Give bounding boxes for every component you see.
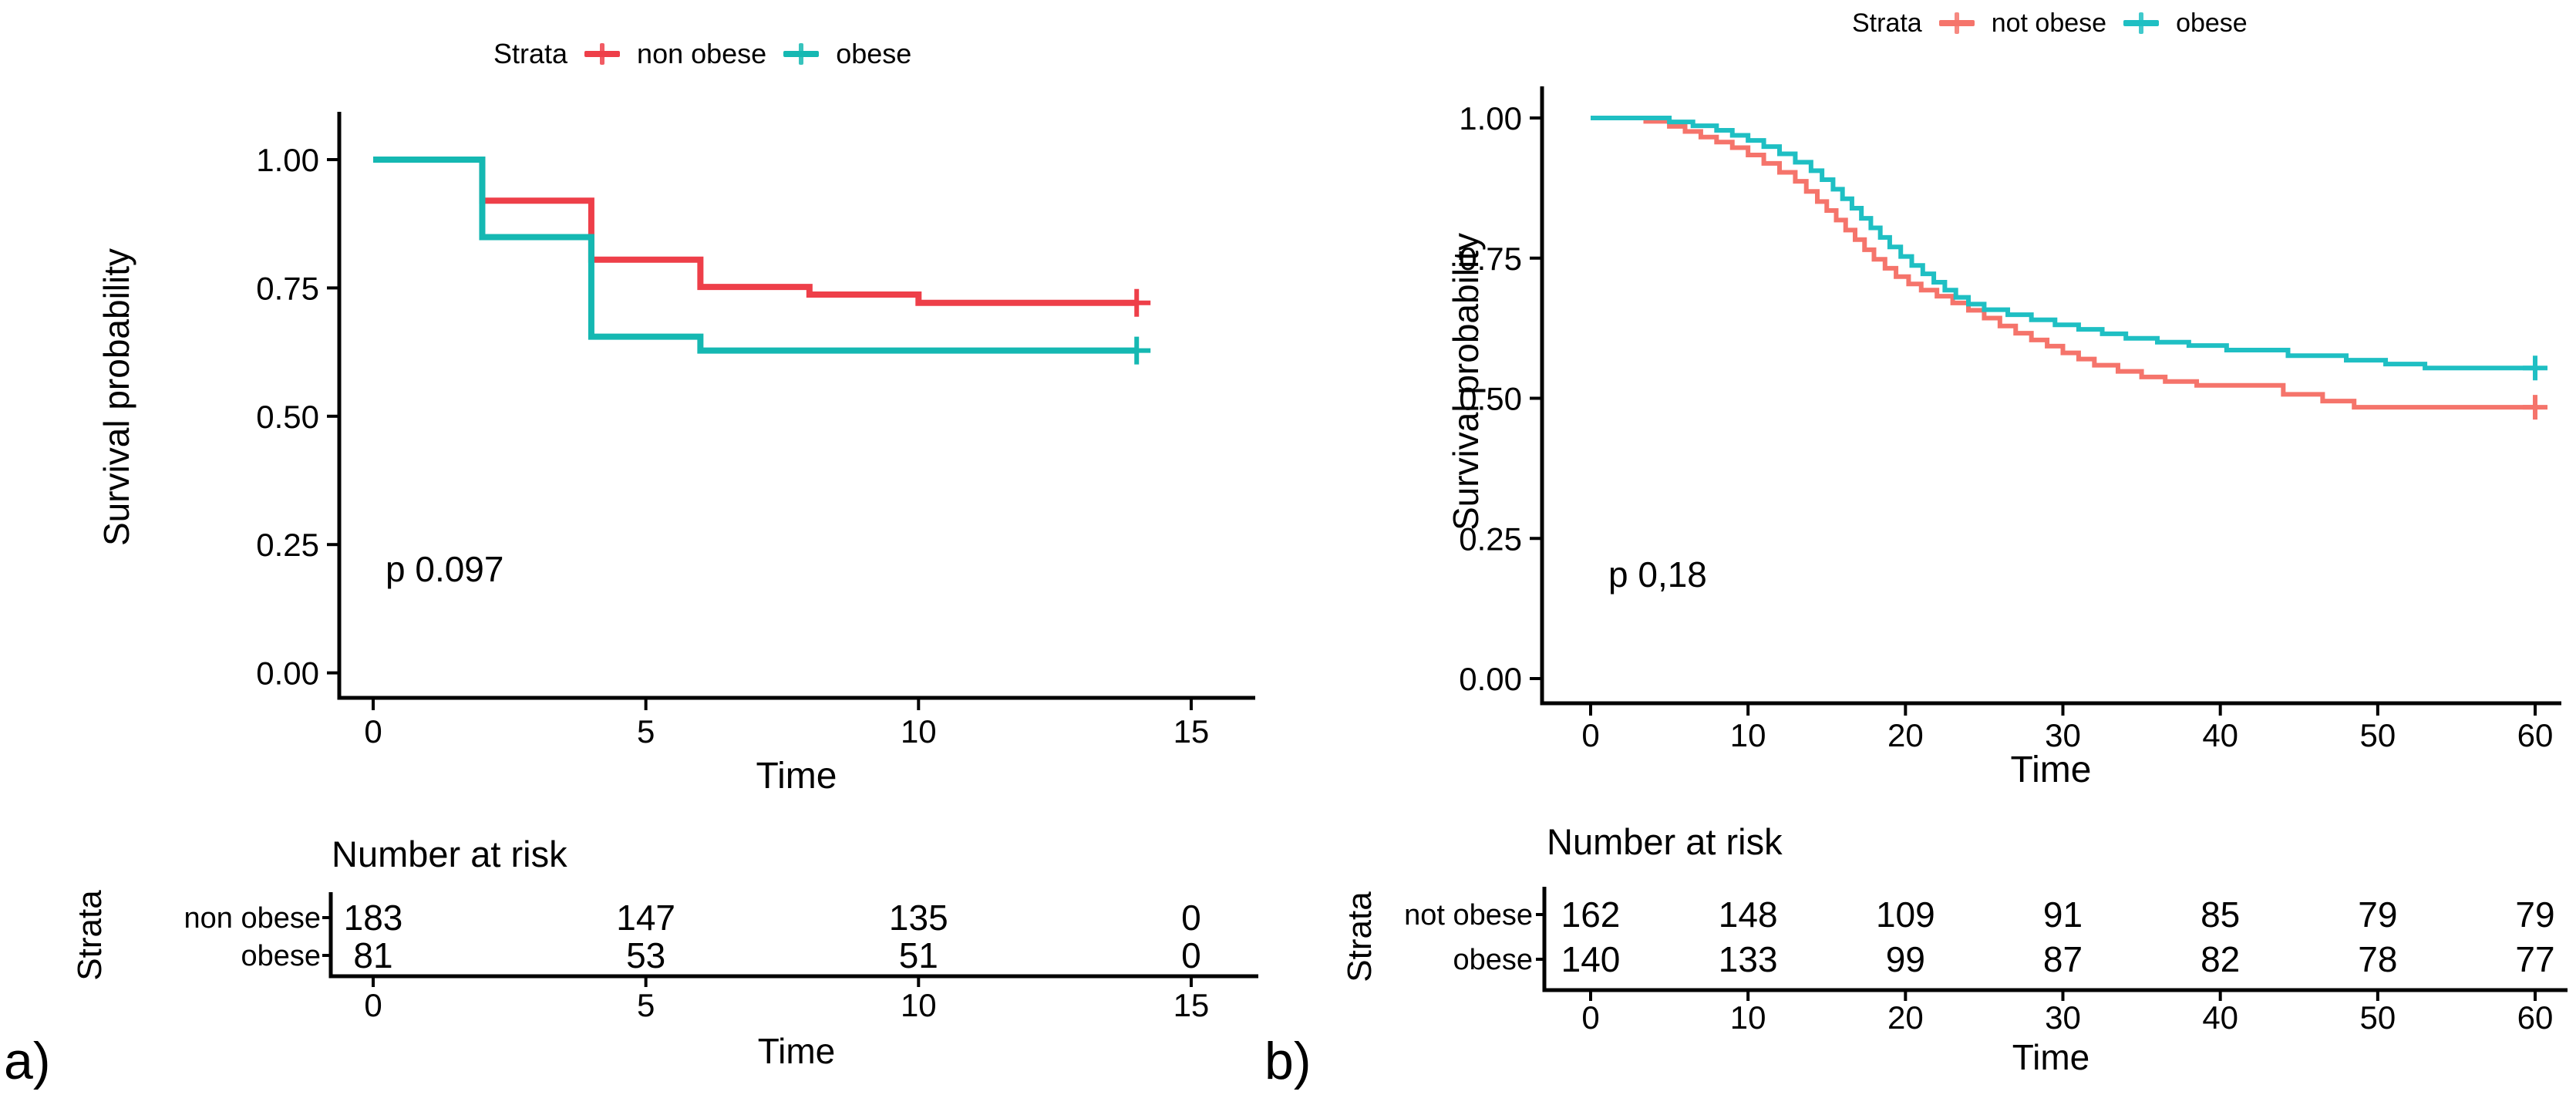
- risk-count: 135: [889, 898, 948, 938]
- risk-count: 162: [1561, 894, 1621, 935]
- x-tick-label: 5: [637, 713, 655, 750]
- risk-count: 79: [2515, 894, 2554, 935]
- legend-b: Strata not obese obese: [1852, 10, 2248, 36]
- risk-strata-label-a: Strata: [71, 890, 109, 981]
- panel-label-a: a): [4, 1032, 51, 1090]
- risk-x-tick-label: 0: [364, 987, 382, 1023]
- risk-count: 82: [2201, 939, 2240, 979]
- risk-count: 0: [1181, 935, 1201, 975]
- p-value-b: p 0,18: [1608, 554, 1707, 595]
- legend-a: Strata non obese obese: [493, 40, 911, 68]
- risk-x-tick-label: 30: [2045, 999, 2081, 1036]
- risk-x-tick-label: 10: [901, 987, 937, 1023]
- km-curve-non-obese: [373, 157, 1137, 306]
- legend-key-not-obese-icon: [1938, 12, 1976, 35]
- x-tick-label: 50: [2359, 717, 2396, 753]
- panel-label-b: b): [1264, 1032, 1312, 1090]
- risk-count: 81: [353, 935, 392, 975]
- y-tick-label: 0.25: [1459, 520, 1522, 557]
- x-tick-label: 0: [1581, 717, 1599, 753]
- x-tick-label: 15: [1174, 713, 1210, 750]
- legend-item-non-obese: non obese: [637, 38, 767, 69]
- legend-key-obese-icon: [2122, 12, 2160, 35]
- x-tick-label: 40: [2202, 717, 2238, 753]
- risk-x-tick-label: 40: [2202, 999, 2238, 1036]
- risk-count: 99: [1886, 939, 1925, 979]
- risk-count: 79: [2358, 894, 2397, 935]
- risk-x-tick-label: 60: [2517, 999, 2554, 1036]
- risk-row-label: obese: [1453, 944, 1533, 976]
- y-tick-label: 0.00: [1459, 661, 1522, 697]
- x-tick-label: 20: [1887, 717, 1924, 753]
- risk-count: 133: [1719, 939, 1778, 979]
- risk-count: 109: [1876, 894, 1935, 935]
- p-value-a: p 0.097: [386, 549, 504, 589]
- risk-x-tick-label: 15: [1174, 987, 1210, 1023]
- risk-row-label: not obese: [1404, 899, 1533, 932]
- x-axis-title-a: Time: [756, 756, 837, 797]
- legend-title: Strata: [1852, 8, 1922, 38]
- risk-count: 147: [616, 898, 675, 938]
- risk-x-tick-label: 5: [637, 987, 655, 1023]
- risk-count: 91: [2043, 894, 2083, 935]
- risk-row-label: obese: [241, 940, 321, 972]
- x-tick-label: 10: [1730, 717, 1766, 753]
- y-tick-label: 0.75: [256, 270, 319, 306]
- risk-x-tick-label: 20: [1887, 999, 1924, 1036]
- risk-count: 183: [344, 898, 403, 938]
- risk-strata-label-b: Strata: [1341, 891, 1379, 982]
- y-tick-label: 0.75: [1459, 241, 1522, 277]
- y-tick-label: 1.00: [1459, 100, 1522, 136]
- x-tick-label: 10: [901, 713, 937, 750]
- y-axis-title-b: Survival probability: [1446, 232, 1486, 531]
- legend-key-non-obese-icon: [583, 42, 621, 66]
- risk-count: 140: [1561, 939, 1621, 979]
- risk-x-tick-label: 0: [1581, 999, 1599, 1036]
- x-tick-label: 30: [2045, 717, 2081, 753]
- y-tick-label: 1.00: [256, 142, 319, 178]
- risk-count: 78: [2358, 939, 2397, 979]
- legend-key-obese-icon: [782, 42, 820, 66]
- y-tick-label: 0.25: [256, 527, 319, 563]
- risk-x-tick-label: 10: [1730, 999, 1766, 1036]
- km-curve-obese: [1591, 116, 2536, 371]
- x-tick-label: 60: [2517, 717, 2554, 753]
- risk-count: 77: [2515, 939, 2554, 979]
- x-axis-title-b: Time: [2010, 750, 2092, 790]
- y-tick-label: 0.50: [1459, 381, 1522, 417]
- km-curve-obese: [373, 157, 1137, 354]
- risk-x-axis-title-a: Time: [757, 1031, 836, 1071]
- risk-count: 87: [2043, 939, 2083, 979]
- x-tick-label: 0: [364, 713, 382, 750]
- risk-count: 85: [2201, 894, 2240, 935]
- risk-table-title-b: Number at risk: [1547, 821, 1783, 862]
- risk-count: 0: [1181, 898, 1201, 938]
- legend-item-obese: obese: [836, 38, 912, 69]
- risk-x-tick-label: 50: [2359, 999, 2396, 1036]
- km-curve-not-obese: [1591, 116, 2536, 410]
- y-axis-title-a: Survival probability: [96, 248, 136, 547]
- legend-item-not-obese: not obese: [1991, 8, 2107, 38]
- y-tick-label: 0.00: [256, 655, 319, 692]
- y-tick-label: 0.50: [256, 399, 319, 435]
- risk-row-label: non obese: [184, 902, 322, 935]
- risk-x-axis-title-b: Time: [2012, 1037, 2090, 1077]
- risk-table-title-a: Number at risk: [332, 834, 567, 874]
- risk-count: 53: [626, 935, 665, 975]
- risk-count: 148: [1719, 894, 1778, 935]
- legend-item-obese: obese: [2176, 8, 2248, 38]
- risk-count: 51: [899, 935, 938, 975]
- legend-title: Strata: [493, 38, 568, 69]
